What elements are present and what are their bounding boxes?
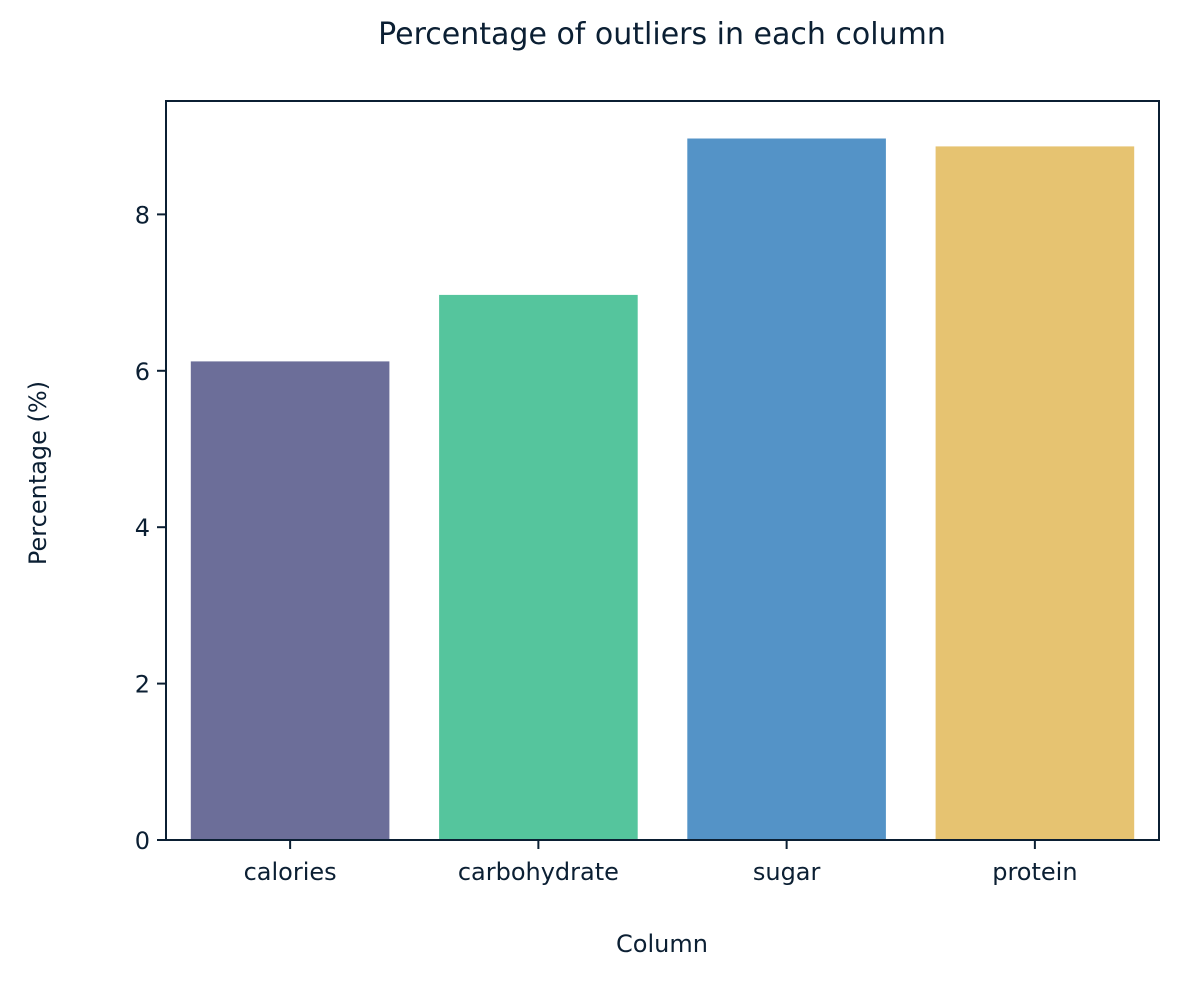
x-tick-label: carbohydrate <box>458 858 619 886</box>
y-axis-ticks: 0 2 4 6 8 <box>135 201 166 855</box>
y-tick-label: 4 <box>135 514 150 542</box>
y-axis-label: Percentage (%) <box>24 381 52 565</box>
y-tick-label: 8 <box>135 201 150 229</box>
x-axis-label: Column <box>616 930 708 958</box>
x-tick-label: protein <box>992 858 1077 886</box>
chart-title: Percentage of outliers in each column <box>378 17 946 52</box>
bar-calories <box>190 361 390 840</box>
y-tick-label: 6 <box>135 358 150 386</box>
bars-group <box>190 138 1135 840</box>
y-tick-label: 2 <box>135 671 150 699</box>
plot-area-frame <box>165 100 1160 841</box>
bar-carbohydrate <box>439 294 638 840</box>
bar-sugar <box>687 138 886 840</box>
bar-protein <box>935 146 1135 840</box>
x-tick-label: calories <box>244 858 337 886</box>
x-axis-ticks: calories carbohydrate sugar protein <box>244 840 1078 886</box>
y-tick-label: 0 <box>135 827 150 855</box>
x-tick-label: sugar <box>753 858 821 886</box>
